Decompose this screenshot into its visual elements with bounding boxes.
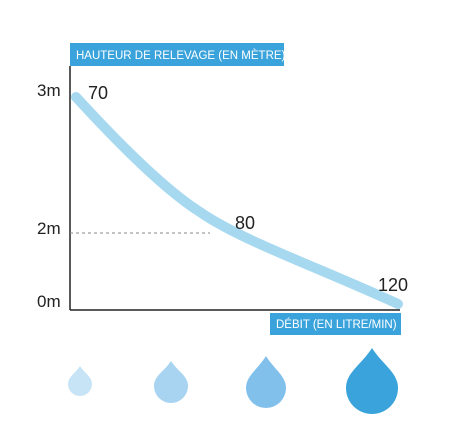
y-axis-label: HAUTEUR DE RELEVAGE (EN MÈTRE) — [76, 49, 286, 62]
point-label-120: 120 — [378, 275, 408, 295]
water-drop-icon — [154, 361, 188, 403]
y-tick-label-2m: 2m — [37, 219, 61, 238]
water-drop-icon — [346, 348, 398, 414]
series-curve — [71, 92, 403, 309]
y-axis-label-bg — [70, 43, 284, 66]
x-axis-label: DÉBIT (EN LITRE/MIN) — [276, 318, 397, 331]
point-label-80: 80 — [235, 213, 255, 233]
water-drop-icon — [246, 356, 286, 408]
flow-drops — [68, 348, 398, 414]
water-drop-icon — [68, 366, 92, 396]
point-label-70: 70 — [88, 83, 108, 103]
y-tick-label-3m: 3m — [37, 81, 61, 100]
y-tick-label-0m: 0m — [37, 292, 61, 311]
x-axis-label-bg — [270, 313, 401, 335]
